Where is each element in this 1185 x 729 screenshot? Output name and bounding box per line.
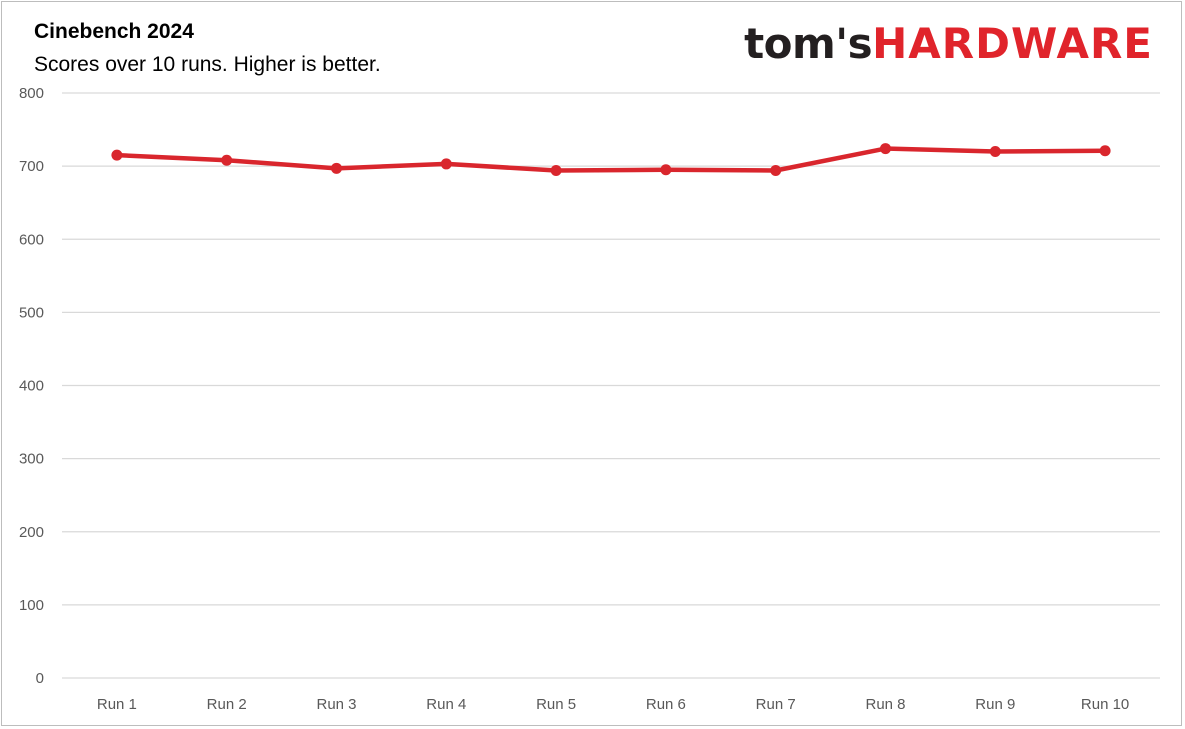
x-tick-label: Run 7 [756, 696, 796, 713]
gridlines [62, 92, 1160, 679]
data-point [1099, 145, 1111, 157]
x-tick-label: Run 2 [207, 696, 247, 713]
series-layer [111, 143, 1111, 177]
x-tick-label: Run 10 [1081, 696, 1129, 713]
chart-title: Cinebench 2024 [34, 20, 194, 43]
logo-hardware-text: HARDWARE [872, 19, 1153, 68]
y-tick-label: 300 [19, 451, 44, 468]
y-axis: 0 100 200 300 400 500 600 700 800 [19, 85, 44, 687]
x-tick-label: Run 3 [316, 696, 356, 713]
data-point [770, 165, 782, 177]
data-point [331, 162, 342, 174]
y-tick-label: 700 [19, 158, 44, 175]
data-point [221, 154, 233, 166]
x-tick-label: Run 5 [536, 696, 576, 713]
series-line [114, 146, 1108, 173]
y-tick-label: 200 [19, 524, 44, 541]
y-tick-label: 600 [19, 231, 44, 248]
data-point [880, 143, 891, 155]
x-tick-label: Run 6 [646, 696, 686, 713]
x-tick-label: Run 8 [865, 696, 905, 713]
y-tick-label: 100 [19, 597, 44, 614]
data-point [440, 158, 452, 170]
y-tick-label: 800 [19, 85, 44, 102]
x-tick-label: Run 1 [97, 696, 137, 713]
y-tick-label: 400 [19, 378, 44, 395]
x-tick-label: Run 9 [975, 696, 1015, 713]
data-point [111, 149, 123, 161]
y-tick-label: 0 [36, 670, 44, 687]
chart-subtitle: Scores over 10 runs. Higher is better. [34, 53, 381, 76]
data-point [660, 164, 672, 176]
y-tick-label: 500 [19, 304, 44, 321]
data-point [989, 146, 1001, 157]
data-point [550, 165, 562, 177]
x-tick-label: Run 4 [426, 696, 466, 713]
toms-hardware-logo: tom'sHARDWARE [744, 20, 1153, 68]
logo-toms-text: tom's [744, 19, 873, 68]
x-axis: Run 1 Run 2 Run 3 Run 4 Run 5 Run 6 Run 7 Run 8… [97, 696, 1129, 713]
